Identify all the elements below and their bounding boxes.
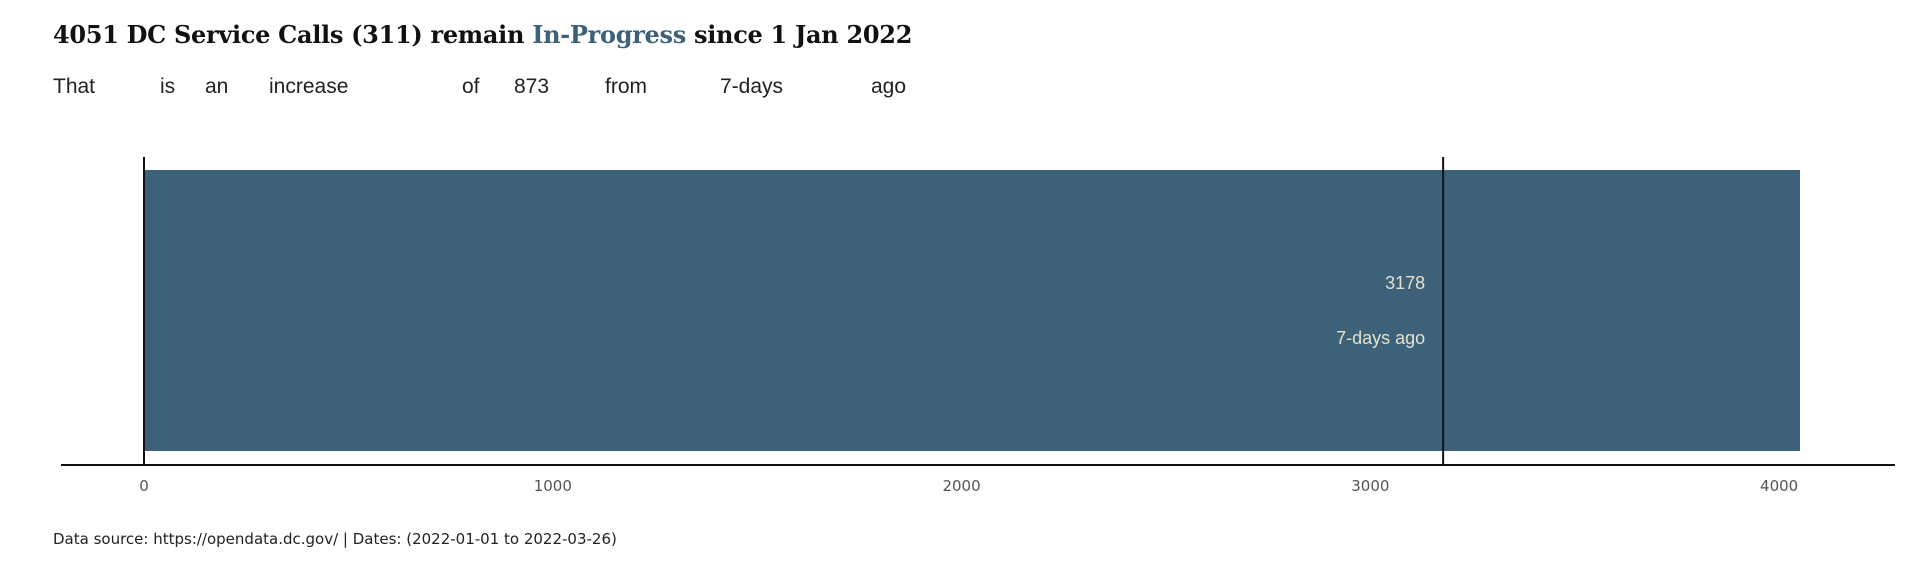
subtitle-word: 873 [514,75,550,98]
reference-value-label: 3178 [1385,273,1425,293]
bar [144,170,1800,451]
title-prefix: 4051 DC Service Calls (311) remain [53,20,525,49]
chart-title: 4051 DC Service Calls (311) remain In-Pr… [53,17,912,53]
subtitle-word: increase [269,75,349,98]
x-tick-label: 3000 [1351,477,1389,495]
subtitle-word: from [605,75,647,98]
subtitle-word: That [53,75,96,98]
x-tick-label: 1000 [534,477,572,495]
reference-label: 7-days ago [1336,328,1425,348]
x-tick-label: 4000 [1760,477,1798,495]
data-source-note: Data source: https://opendata.dc.gov/ | … [53,530,617,548]
subtitle-word: an [205,75,229,98]
subtitle-word: of [462,75,480,98]
subtitle-word: 7-days [720,75,784,98]
subtitle-word: ago [871,75,907,98]
title-highlight: In-Progress [532,20,686,49]
title-suffix: since 1 Jan 2022 [694,20,913,49]
x-tick-label: 0 [139,477,149,495]
subtitle-word: is [160,75,176,98]
x-tick-label: 2000 [942,477,980,495]
